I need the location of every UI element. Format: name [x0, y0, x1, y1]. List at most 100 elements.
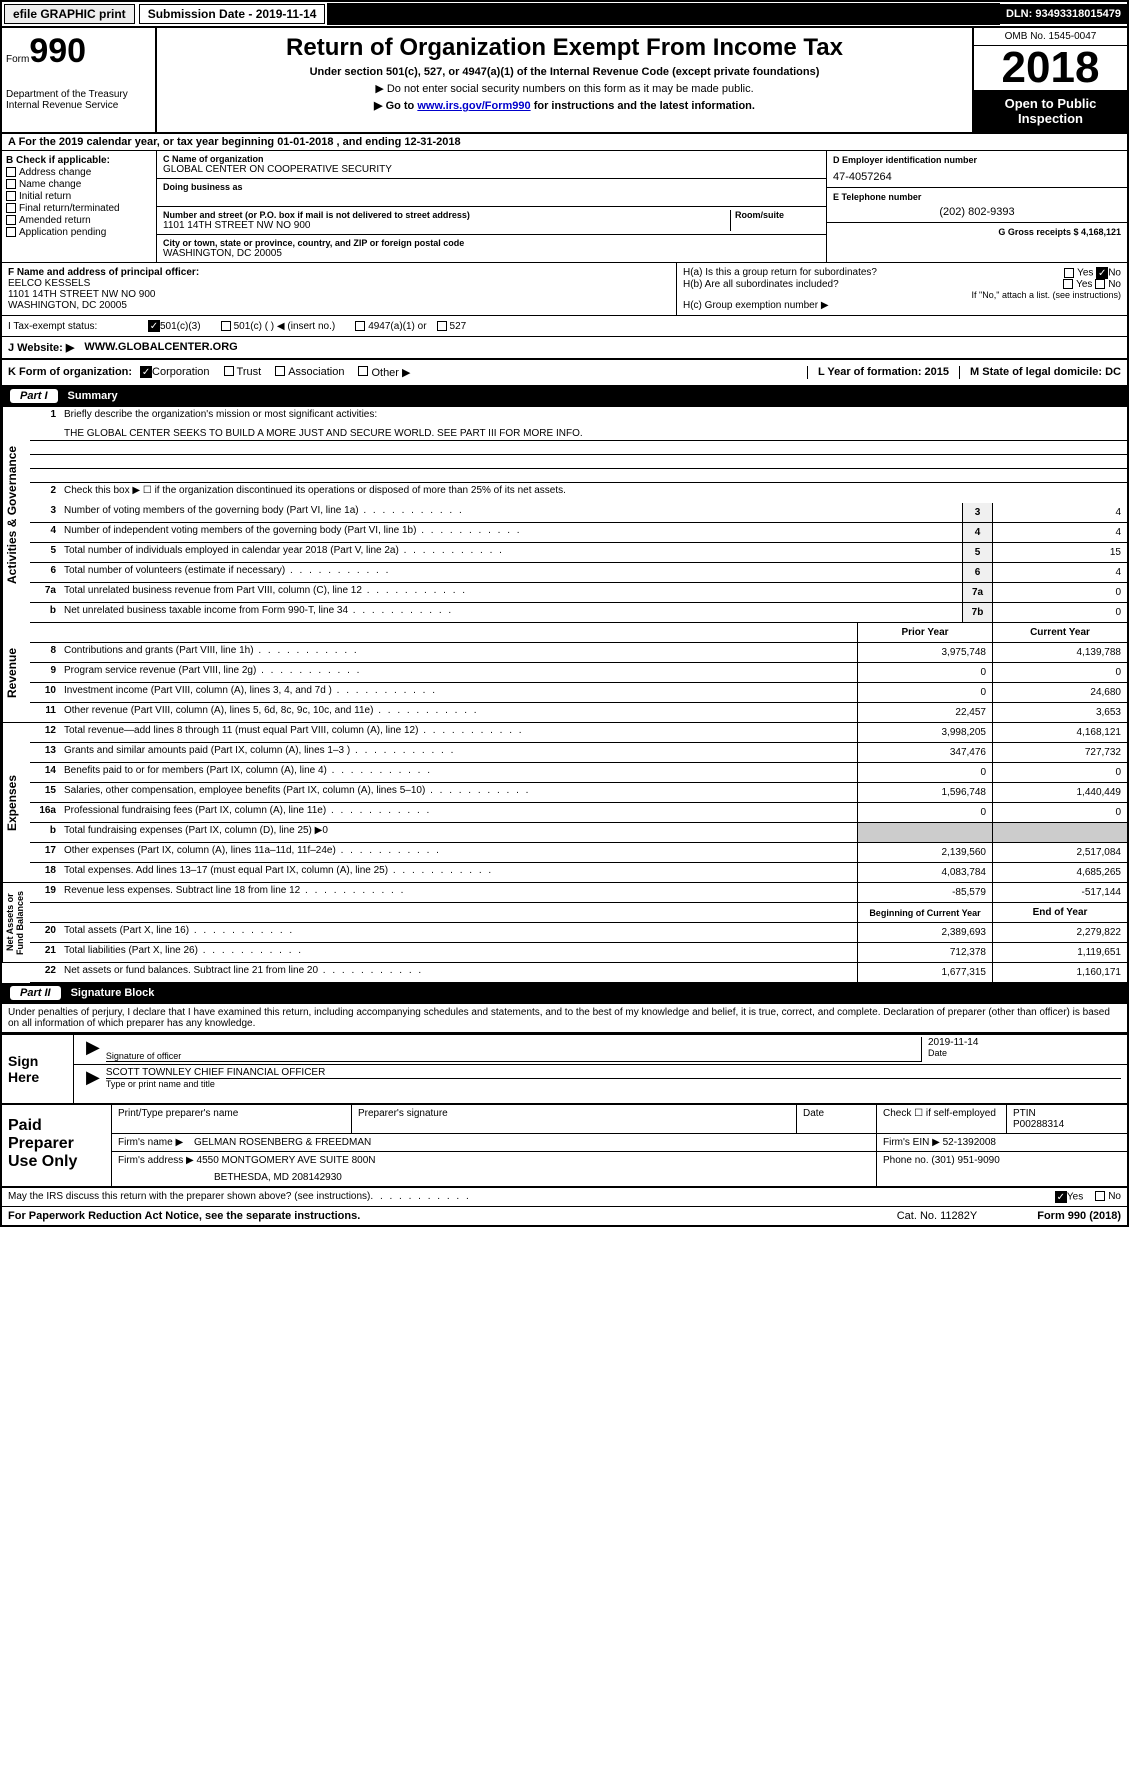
l-year: L Year of formation: 2015: [807, 366, 959, 379]
row-a-calendar-year: A For the 2019 calendar year, or tax yea…: [2, 134, 1127, 151]
efile-print-button[interactable]: efile GRAPHIC print: [4, 4, 135, 24]
mission-blank: [30, 441, 1127, 455]
checkbox-checked-icon[interactable]: ✓: [148, 320, 160, 332]
prior-value: [857, 823, 992, 842]
checkbox-icon: [6, 227, 16, 237]
org-name: GLOBAL CENTER ON COOPERATIVE SECURITY: [163, 164, 820, 175]
prior-value: 0: [857, 803, 992, 822]
line-desc: Net assets or fund balances. Subtract li…: [60, 963, 857, 982]
summary-row: 22 Net assets or fund balances. Subtract…: [30, 963, 1127, 983]
checkbox-icon: [6, 203, 16, 213]
paid-right: Print/Type preparer's name Preparer's si…: [112, 1105, 1127, 1186]
submission-date-box: Submission Date - 2019-11-14: [139, 4, 326, 24]
perjury-text: Under penalties of perjury, I declare th…: [2, 1004, 1127, 1033]
current-value: 4,139,788: [992, 643, 1127, 662]
goto-link[interactable]: www.irs.gov/Form990: [417, 100, 530, 112]
discuss-row: May the IRS discuss this return with the…: [2, 1188, 1127, 1207]
checkbox-icon[interactable]: [1095, 279, 1105, 289]
part1-header: Part I Summary: [2, 386, 1127, 407]
checkbox-icon[interactable]: [1064, 268, 1074, 278]
section-f: F Name and address of principal officer:…: [2, 263, 677, 315]
line-desc: Total revenue—add lines 8 through 11 (mu…: [60, 723, 857, 742]
dba-label: Doing business as: [163, 182, 820, 192]
firm-ein: 52-1392008: [943, 1137, 996, 1148]
sig-date: 2019-11-14: [928, 1037, 1121, 1048]
section-c: C Name of organization GLOBAL CENTER ON …: [157, 151, 827, 262]
section-d: D Employer identification number 47-4057…: [827, 151, 1127, 188]
firm-city: BETHESDA, MD 208142930: [118, 1166, 870, 1183]
line-num: 6: [30, 563, 60, 582]
checkbox-checked-icon[interactable]: ✓: [140, 366, 152, 378]
prior-value: 0: [857, 683, 992, 702]
current-value: 0: [992, 763, 1127, 782]
dln-label: DLN: 93493318015479: [1000, 4, 1127, 24]
checkbox-checked-icon[interactable]: ✓: [1096, 267, 1108, 279]
form-prefix: Form: [6, 54, 29, 65]
current-value: 2,517,084: [992, 843, 1127, 862]
chk-address-change[interactable]: Address change: [6, 167, 152, 178]
line-desc: Total liabilities (Part X, line 26): [60, 943, 857, 962]
discuss-no[interactable]: No: [1095, 1191, 1121, 1203]
checkbox-icon[interactable]: [1063, 279, 1073, 289]
checkbox-icon[interactable]: [224, 366, 234, 376]
line-box: 7a: [962, 583, 992, 602]
line-desc: Investment income (Part VIII, column (A)…: [60, 683, 857, 702]
checkbox-icon[interactable]: [358, 366, 368, 376]
opt-527: 527: [450, 321, 467, 332]
paid-preparer-label: Paid Preparer Use Only: [2, 1105, 112, 1186]
final-footer: For Paperwork Reduction Act Notice, see …: [2, 1207, 1127, 1225]
current-value: 1,440,449: [992, 783, 1127, 802]
self-employed-check[interactable]: Check ☐ if self-employed: [877, 1105, 1007, 1133]
checkbox-icon[interactable]: [355, 321, 365, 331]
side-label-expenses: Expenses: [2, 723, 30, 883]
prior-value: 2,139,560: [857, 843, 992, 862]
revenue-header: Prior Year Current Year: [30, 623, 1127, 643]
line-num: 19: [30, 883, 60, 902]
topbar-spacer: [327, 3, 1000, 25]
ptin-label: PTIN: [1013, 1108, 1121, 1119]
row-i-tax-status: I Tax-exempt status: ✓ 501(c)(3) 501(c) …: [2, 316, 1127, 337]
part2-title: Signature Block: [71, 987, 155, 999]
part1-title: Summary: [68, 390, 118, 402]
checkbox-icon[interactable]: [221, 321, 231, 331]
goto-prefix: ▶ Go to: [374, 100, 417, 112]
prior-value: 22,457: [857, 703, 992, 722]
net-header: Beginning of Current Year End of Year: [30, 903, 1127, 923]
chk-final-return[interactable]: Final return/terminated: [6, 203, 152, 214]
discuss-yes[interactable]: ✓Yes: [1055, 1191, 1083, 1203]
prior-value: 712,378: [857, 943, 992, 962]
summary-row: 3 Number of voting members of the govern…: [30, 503, 1127, 523]
summary-row: b Net unrelated business taxable income …: [30, 603, 1127, 623]
line-num: 12: [30, 723, 60, 742]
line-box: 7b: [962, 603, 992, 622]
chk-amended[interactable]: Amended return: [6, 215, 152, 226]
opt-corp: Corporation: [152, 366, 209, 379]
line-num: 17: [30, 843, 60, 862]
chk-name-change[interactable]: Name change: [6, 179, 152, 190]
line-num: 16a: [30, 803, 60, 822]
print-name-label: Type or print name and title: [106, 1079, 1121, 1089]
officer-name: EELCO KESSELS: [8, 278, 670, 289]
summary-row: 8 Contributions and grants (Part VIII, l…: [30, 643, 1127, 663]
q2-desc: Check this box ▶ ☐ if the organization d…: [60, 483, 1127, 503]
form-subtitle: Under section 501(c), 527, or 4947(a)(1)…: [163, 66, 966, 78]
current-value: 4,168,121: [992, 723, 1127, 742]
line-desc: Professional fundraising fees (Part IX, …: [60, 803, 857, 822]
ptin-value: P00288314: [1013, 1119, 1121, 1130]
current-value: 0: [992, 803, 1127, 822]
ein-label: D Employer identification number: [833, 155, 1121, 165]
checkbox-icon[interactable]: [437, 321, 447, 331]
goto-line: ▶ Go to www.irs.gov/Form990 for instruct…: [163, 99, 966, 112]
line-desc: Grants and similar amounts paid (Part IX…: [60, 743, 857, 762]
summary-row: 12 Total revenue—add lines 8 through 11 …: [30, 723, 1127, 743]
opt-501c: 501(c) ( ) ◀ (insert no.): [234, 321, 336, 332]
officer-label: F Name and address of principal officer:: [8, 267, 670, 278]
chk-initial-return[interactable]: Initial return: [6, 191, 152, 202]
part1-label: Part I: [10, 389, 58, 403]
q1-desc: Briefly describe the organization's miss…: [60, 407, 1127, 427]
chk-application-pending[interactable]: Application pending: [6, 227, 152, 238]
summary-row: 20 Total assets (Part X, line 16) 2,389,…: [30, 923, 1127, 943]
checkbox-icon[interactable]: [275, 366, 285, 376]
arrow-icon: ▶: [80, 1067, 106, 1089]
current-value: 2,279,822: [992, 923, 1127, 942]
